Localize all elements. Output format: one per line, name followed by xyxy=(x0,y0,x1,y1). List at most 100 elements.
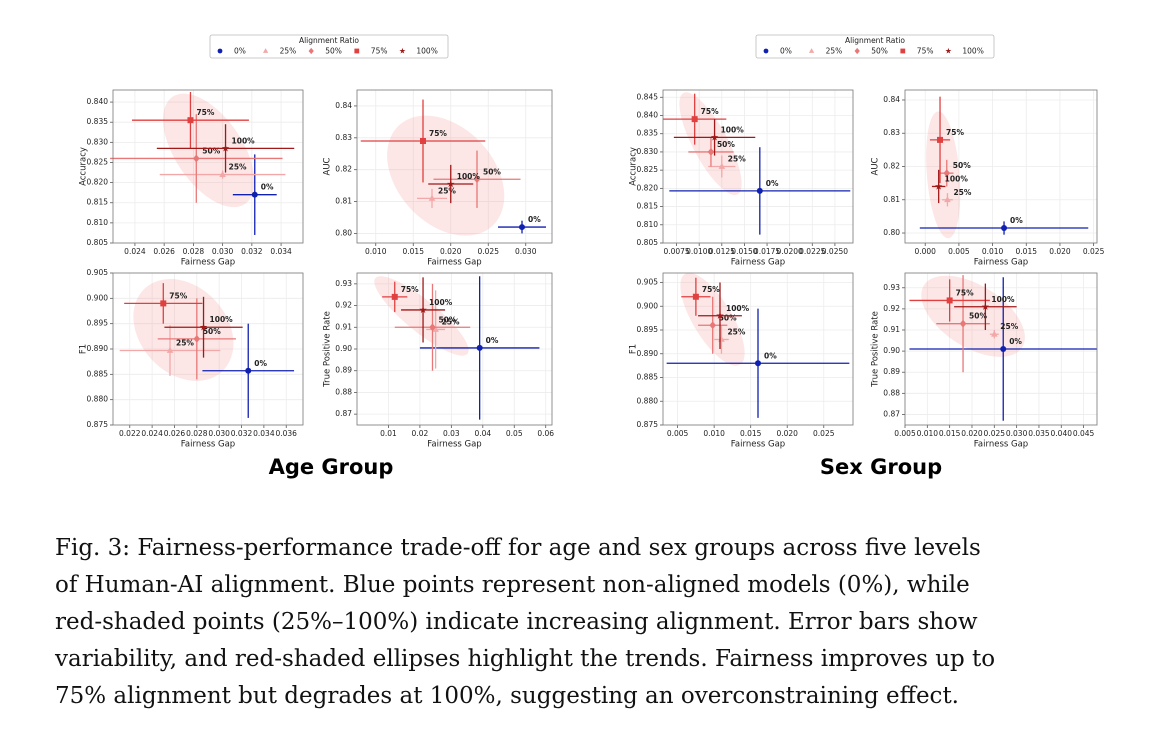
marker xyxy=(193,334,201,343)
x-tick-label: 0.020 xyxy=(440,247,462,256)
x-axis-label: Fairness Gap xyxy=(181,258,235,268)
legend-label: 75% xyxy=(371,47,388,56)
point-label: 25% xyxy=(442,317,460,326)
plot-frame xyxy=(112,89,304,244)
trend-ellipse xyxy=(133,279,234,381)
marker xyxy=(981,302,990,310)
marker xyxy=(476,344,483,351)
point-label: 50% xyxy=(438,315,456,324)
legend-label: 0% xyxy=(234,47,246,56)
point-label: 0% xyxy=(486,336,499,345)
y-tick-label: 0.845 xyxy=(637,92,659,101)
x-tick-label: 0.010 xyxy=(365,247,387,256)
marker xyxy=(944,196,951,203)
marker xyxy=(219,170,226,177)
plot-frame xyxy=(112,272,304,426)
x-tick-label: 0.01 xyxy=(380,429,397,438)
point-label: 75% xyxy=(169,291,187,300)
y-tick-label: 0.87 xyxy=(883,409,900,418)
x-tick-label: 0.034 xyxy=(253,429,275,438)
marker xyxy=(1000,346,1007,352)
y-axis-label: Accuracy xyxy=(79,147,89,186)
y-tick-label: 0.890 xyxy=(87,344,109,353)
y-tick-label: 0.93 xyxy=(335,279,352,288)
point-label: 0% xyxy=(764,351,777,360)
y-tick-label: 0.815 xyxy=(637,202,659,211)
y-tick-label: 0.825 xyxy=(637,165,659,174)
y-tick-label: 0.895 xyxy=(87,319,109,328)
marker xyxy=(473,175,481,184)
y-tick-label: 0.905 xyxy=(637,278,659,287)
marker xyxy=(251,191,258,198)
y-tick-label: 0.905 xyxy=(87,268,109,277)
point-label: 0% xyxy=(766,179,779,188)
y-tick-label: 0.90 xyxy=(883,346,900,355)
y-tick-label: 0.80 xyxy=(335,228,352,237)
y-tick-label: 0.900 xyxy=(87,293,109,302)
x-tick-label: 0.030 xyxy=(1006,429,1028,438)
plot-frame xyxy=(356,272,553,426)
marker xyxy=(692,293,699,300)
marker xyxy=(308,47,314,55)
y-tick-label: 0.82 xyxy=(335,165,352,174)
x-tick-label: 0.04 xyxy=(474,429,491,438)
point-label: 75% xyxy=(702,285,720,294)
marker xyxy=(945,47,952,54)
point-label: 25% xyxy=(438,186,456,195)
plot-frame xyxy=(904,89,1098,244)
marker xyxy=(718,162,726,169)
marker xyxy=(763,48,769,54)
point-label: 50% xyxy=(969,312,987,321)
marker xyxy=(709,321,716,330)
legend-label: 25% xyxy=(280,47,297,56)
legend-title: Alignment Ratio xyxy=(845,36,905,45)
point-label: 75% xyxy=(701,107,719,116)
marker xyxy=(391,293,398,300)
y-tick-label: 0.820 xyxy=(637,183,659,192)
x-axis-label: Fairness Gap xyxy=(427,440,481,450)
y-tick-label: 0.92 xyxy=(883,304,900,313)
marker xyxy=(756,187,763,194)
x-axis-label: Fairness Gap xyxy=(731,258,785,268)
x-tick-label: 0.022 xyxy=(119,429,141,438)
marker xyxy=(854,47,860,55)
y-tick-label: 0.830 xyxy=(87,137,109,146)
trend-ellipse xyxy=(374,276,469,356)
point-label: 75% xyxy=(196,108,214,117)
point-label: 50% xyxy=(203,327,221,336)
point-label: 25% xyxy=(727,328,745,337)
y-tick-label: 0.895 xyxy=(637,325,659,334)
point-label: 100% xyxy=(429,298,453,307)
marker xyxy=(991,330,998,337)
y-tick-label: 0.84 xyxy=(335,101,352,110)
caption-line: red-shaded points (25%–100%) indicate in… xyxy=(55,609,978,635)
x-tick-label: 0.0075 xyxy=(663,247,689,256)
group-label: Sex Group xyxy=(820,455,942,479)
y-tick-label: 0.885 xyxy=(87,369,109,378)
y-tick-label: 0.890 xyxy=(637,349,659,358)
x-tick-label: 0.028 xyxy=(186,429,208,438)
x-tick-label: 0.024 xyxy=(141,429,163,438)
plot-frame xyxy=(356,89,553,244)
y-tick-label: 0.93 xyxy=(883,283,900,292)
legend-box xyxy=(755,34,995,59)
trend-ellipse xyxy=(921,275,1025,357)
y-tick-label: 0.885 xyxy=(637,373,659,382)
y-tick-label: 0.880 xyxy=(637,396,659,405)
marker xyxy=(716,311,724,319)
point-label: 50% xyxy=(719,313,737,322)
point-label: 50% xyxy=(202,146,220,155)
marker xyxy=(428,194,436,201)
marker xyxy=(187,117,194,124)
marker xyxy=(420,138,426,144)
y-tick-label: 0.91 xyxy=(335,322,352,331)
x-tick-label: 0.010 xyxy=(982,247,1004,256)
y-tick-label: 0.89 xyxy=(883,367,900,376)
marker xyxy=(959,319,967,328)
marker xyxy=(429,323,436,332)
x-axis-label: Fairness Gap xyxy=(974,440,1028,450)
x-tick-label: 0.028 xyxy=(183,247,205,256)
marker xyxy=(160,300,167,307)
point-label: 75% xyxy=(401,285,419,294)
